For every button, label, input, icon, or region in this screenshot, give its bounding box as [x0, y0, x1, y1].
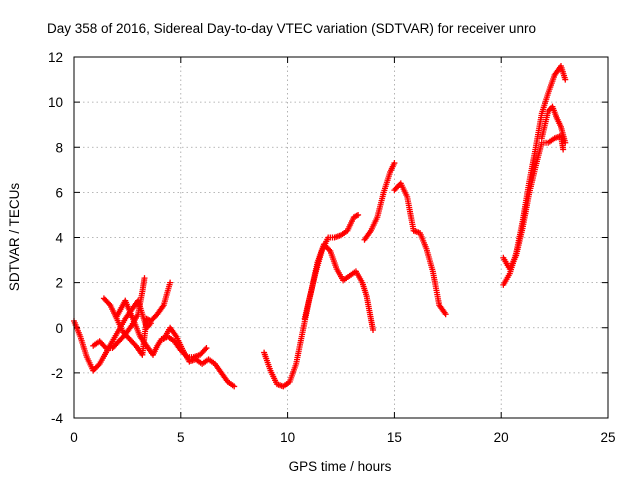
plus-markers: [301, 241, 377, 334]
y-tick-label: 0: [55, 321, 63, 336]
series-satellite-track-8: [361, 160, 398, 243]
y-axis-label: SDTVAR / TECUs: [7, 183, 22, 292]
series-satellite-track-9: [391, 180, 449, 318]
plus-markers: [261, 211, 362, 390]
plus-markers: [391, 180, 449, 318]
plus-markers: [500, 63, 569, 288]
y-tick-label: 12: [48, 50, 63, 65]
y-tick-label: 4: [55, 231, 63, 246]
x-tick-label: 5: [177, 430, 185, 445]
series-satellite-track-12: [538, 103, 569, 146]
y-tick-label: -2: [51, 366, 63, 381]
y-tick-label: -4: [51, 411, 63, 426]
series-satellite-track-11: [500, 63, 569, 288]
y-tick-label: 8: [55, 140, 63, 155]
plus-markers: [361, 160, 398, 243]
x-tick-label: 20: [494, 430, 509, 445]
x-tick-label: 25: [600, 430, 615, 445]
y-tick-label: 2: [55, 276, 63, 291]
plus-markers: [160, 324, 238, 390]
plot-frame: [73, 56, 609, 419]
series-satellite-track-6: [261, 211, 362, 390]
series-satellite-track-5: [160, 324, 238, 390]
plus-markers: [100, 279, 174, 358]
x-tick-label: 0: [70, 430, 78, 445]
data-points: [71, 63, 569, 390]
x-tick-label: 10: [280, 430, 295, 445]
plus-markers: [538, 103, 569, 146]
series-satellite-track-7: [301, 241, 377, 334]
series-satellite-track-3: [100, 279, 174, 358]
y-tick-label: 10: [48, 95, 63, 110]
tick-labels: 0 5 10 15 20 25 -4 -2 0 2 4 6 8 10 12: [48, 50, 616, 445]
chart-title: Day 358 of 2016, Sidereal Day-to-day VTE…: [47, 21, 536, 36]
x-axis-label: GPS time / hours: [289, 459, 392, 474]
x-tick-label: 15: [387, 430, 402, 445]
y-tick-label: 6: [55, 185, 63, 200]
